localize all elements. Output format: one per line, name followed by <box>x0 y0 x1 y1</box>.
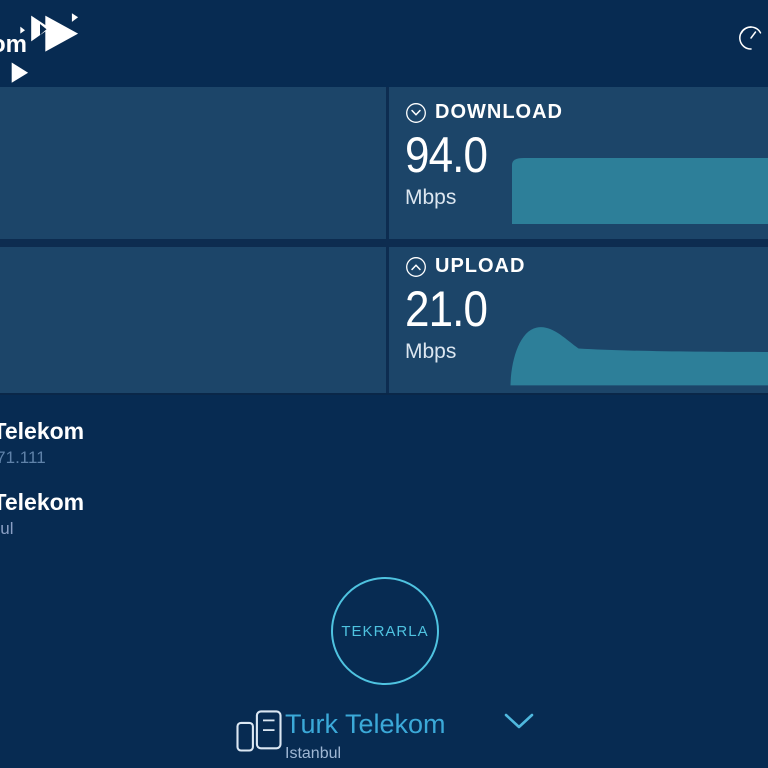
svg-text:TEKRARLA: TEKRARLA <box>341 623 428 640</box>
